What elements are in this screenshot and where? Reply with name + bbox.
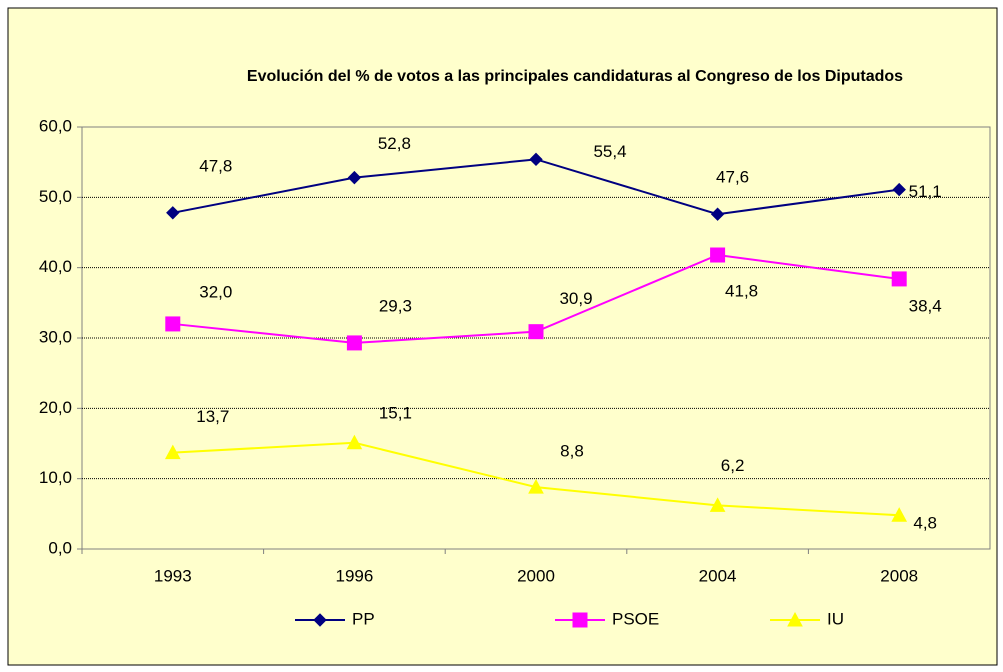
data-point	[164, 444, 181, 460]
x-tick-label: 2008	[880, 566, 918, 585]
y-tick-label: 50,0	[39, 187, 72, 206]
data-point	[529, 152, 543, 167]
data-label: 51,1	[909, 182, 942, 201]
data-label: 8,8	[560, 442, 584, 461]
data-label: 6,2	[721, 456, 745, 475]
data-label: 47,6	[716, 168, 749, 187]
x-tick-label: 2004	[699, 566, 737, 585]
y-tick-label: 30,0	[39, 327, 72, 346]
data-point	[891, 507, 908, 522]
data-label: 30,9	[559, 289, 592, 308]
x-tick-label: 2000	[517, 566, 555, 585]
chart-title: Evolución del % de votos a las principal…	[246, 68, 904, 85]
data-point	[346, 434, 363, 450]
data-label: 41,8	[725, 281, 758, 300]
data-label: 13,7	[196, 407, 229, 426]
data-point	[346, 335, 362, 351]
x-tick-label: 1996	[335, 566, 373, 585]
x-tick-label: 1993	[154, 566, 192, 585]
data-point	[165, 316, 181, 332]
data-point	[347, 170, 362, 185]
data-point	[528, 479, 544, 494]
data-point	[528, 324, 544, 340]
y-tick-label: 20,0	[39, 398, 72, 417]
data-label: 55,4	[593, 142, 626, 161]
legend-label: IU	[827, 609, 844, 628]
y-tick-label: 60,0	[39, 116, 72, 135]
legend-marker	[572, 612, 588, 628]
data-label: 32,0	[199, 282, 232, 301]
data-point	[710, 207, 725, 221]
data-point	[891, 271, 907, 287]
data-label: 52,8	[378, 134, 411, 153]
data-point	[166, 206, 180, 220]
legend-marker	[787, 611, 803, 627]
data-label: 47,8	[199, 156, 232, 175]
data-label: 15,1	[379, 403, 412, 422]
data-label: 38,4	[909, 296, 942, 315]
data-point	[892, 182, 906, 197]
y-tick-label: 10,0	[39, 468, 72, 487]
data-label: 29,3	[379, 296, 412, 315]
data-point	[710, 247, 726, 263]
legend-label: PSOE	[612, 609, 659, 628]
data-point	[709, 497, 726, 512]
y-tick-label: 0,0	[48, 538, 72, 557]
data-label: 4,8	[913, 514, 937, 533]
legend-label: PP	[352, 609, 375, 628]
legend-marker	[313, 613, 327, 627]
y-tick-label: 40,0	[39, 257, 72, 276]
